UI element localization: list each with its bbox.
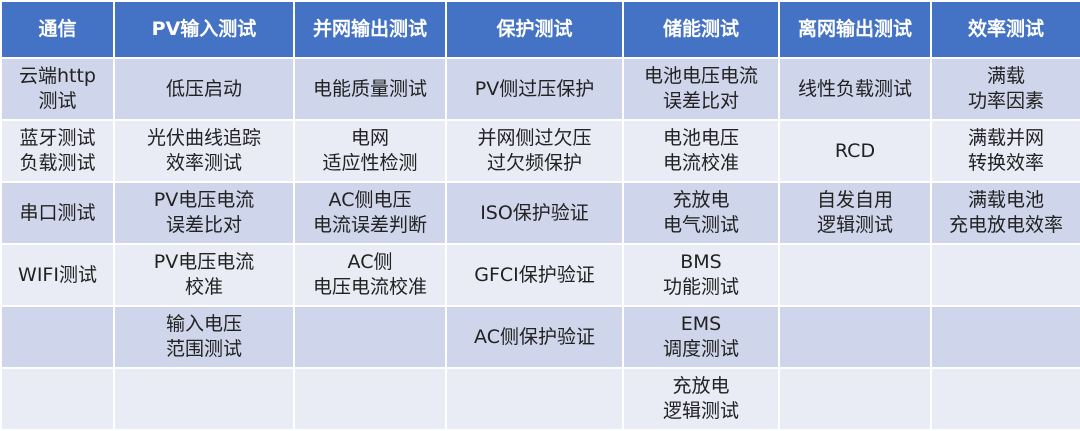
table-cell [0,305,115,369]
table-cell: BMS 功能测试 [622,243,780,307]
table-cell: PV电压电流 误差比对 [113,181,295,245]
table-cell: 充放电 电气测试 [622,181,780,245]
table-cell: 输入电压 范围测试 [113,305,295,369]
table-cell: 满载电池 充电放电效率 [930,181,1080,245]
table-cell: 电池电压电流 误差比对 [622,57,780,121]
table-cell: 电能质量测试 [293,57,447,121]
table-cell: 云端http 测试 [0,57,115,121]
table-row: 蓝牙测试 负载测试 光伏曲线追踪 效率测试 电网 适应性检测 并网侧过欠压 过欠频保护… [0,119,1080,183]
table-row: 输入电压 范围测试 AC侧保护验证 EMS 调度测试 [0,305,1080,369]
column-header: 通信 [0,0,115,59]
table-cell: 满载并网 转换效率 [930,119,1080,183]
table-cell: 充放电 逻辑测试 [622,367,780,431]
table-cell: 自发自用 逻辑测试 [778,181,932,245]
table-cell [113,367,295,431]
column-header: 储能测试 [622,0,780,59]
table-cell: 串口测试 [0,181,115,245]
table-cell: 满载 功率因素 [930,57,1080,121]
table-cell [0,367,115,431]
table-cell: ISO保护验证 [445,181,624,245]
table-cell [778,367,932,431]
column-header: 并网输出测试 [293,0,447,59]
table-cell: 低压启动 [113,57,295,121]
table-cell [930,305,1080,369]
table-cell: AC侧 电压电流校准 [293,243,447,307]
table-cell: EMS 调度测试 [622,305,780,369]
table-row: WIFI测试 PV电压电流 校准 AC侧 电压电流校准 GFCI保护验证 BMS 功能测… [0,243,1080,307]
table-cell [445,367,624,431]
table-cell: 并网侧过欠压 过欠频保护 [445,119,624,183]
table-cell: 光伏曲线追踪 效率测试 [113,119,295,183]
table-cell: PV电压电流 校准 [113,243,295,307]
table-cell [930,367,1080,431]
table-cell [293,367,447,431]
table-cell: 电池电压 电流校准 [622,119,780,183]
table-cell: GFCI保护验证 [445,243,624,307]
table-cell: WIFI测试 [0,243,115,307]
table-cell [778,305,932,369]
column-header: 保护测试 [445,0,624,59]
table-cell [778,243,932,307]
table-cell [293,305,447,369]
table-cell [930,243,1080,307]
column-header: PV输入测试 [113,0,295,59]
column-header: 离网输出测试 [778,0,932,59]
table-row: 云端http 测试 低压启动 电能质量测试 PV侧过压保护 电池电压电流 误差比对 线性负… [0,57,1080,121]
table-cell: 蓝牙测试 负载测试 [0,119,115,183]
header-row: 通信 PV输入测试 并网输出测试 保护测试 储能测试 离网输出测试 效率测试 [0,0,1080,59]
table-cell: 线性负载测试 [778,57,932,121]
table-cell: AC侧保护验证 [445,305,624,369]
table-cell: AC侧电压 电流误差判断 [293,181,447,245]
column-header: 效率测试 [930,0,1080,59]
table-cell: 电网 适应性检测 [293,119,447,183]
table-cell: PV侧过压保护 [445,57,624,121]
table-row: 串口测试 PV电压电流 误差比对 AC侧电压 电流误差判断 ISO保护验证 充放电 电气… [0,181,1080,245]
table-cell: RCD [778,119,932,183]
table-row: 充放电 逻辑测试 [0,367,1080,431]
